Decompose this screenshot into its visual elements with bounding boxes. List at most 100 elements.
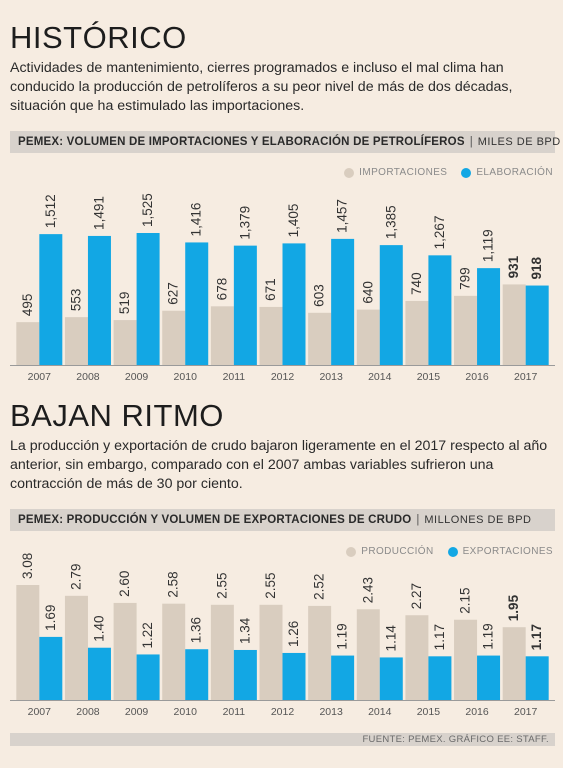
bar-producción-2015	[405, 615, 429, 700]
data-label: 678	[214, 278, 229, 301]
bar-exportaciones-2013	[331, 655, 355, 700]
data-label: 1.34	[237, 617, 252, 644]
data-label: 1,267	[432, 216, 447, 250]
x-tick-label: 2017	[514, 371, 538, 383]
chart-header-unit: MILLONES DE BPD	[424, 514, 532, 526]
x-tick-label: 2011	[223, 371, 246, 383]
data-label: 931	[506, 255, 521, 278]
data-label: 2.79	[68, 564, 83, 590]
data-label: 519	[117, 292, 132, 315]
bar-importaciones-2008	[64, 317, 88, 365]
bar-producción-2017	[502, 627, 526, 700]
x-tick-label: 2012	[271, 706, 295, 718]
data-label: 1,491	[91, 196, 106, 230]
chart-legend-2: PRODUCCIÓN EXPORTACIONES	[346, 546, 553, 557]
bar-exportaciones-2014	[379, 657, 403, 700]
bar-importaciones-2011	[210, 306, 234, 365]
x-tick-label: 2011	[223, 706, 246, 718]
x-tick-label: 2009	[125, 371, 149, 383]
bar-producción-2014	[356, 609, 380, 700]
data-label: 918	[529, 257, 544, 280]
chart-header-separator: |	[469, 136, 473, 148]
data-label: 1.19	[335, 623, 350, 649]
x-tick-label: 2007	[28, 371, 52, 383]
data-label: 2.55	[214, 573, 229, 599]
bar-importaciones-2009	[113, 320, 137, 365]
data-label: 1.40	[91, 615, 106, 641]
bar-elaboración-2017	[525, 285, 549, 365]
data-label: 495	[20, 294, 35, 317]
x-tick-label: 2010	[174, 371, 198, 383]
data-label: 1.17	[529, 624, 544, 650]
data-label: 2.27	[409, 583, 424, 609]
bar-elaboración-2008	[87, 235, 111, 365]
data-label: 3.08	[20, 553, 35, 579]
bar-producción-2011	[210, 604, 234, 700]
bar-exportaciones-2016	[477, 655, 501, 700]
data-label: 1,379	[237, 206, 252, 240]
bar-producción-2009	[113, 602, 137, 700]
data-label: 553	[68, 289, 83, 312]
bar-producción-2007	[16, 585, 40, 700]
bar-elaboración-2013	[331, 238, 355, 365]
bar-importaciones-2014	[356, 309, 380, 365]
data-label: 1.19	[481, 623, 496, 649]
data-label: 1.36	[189, 617, 204, 643]
x-tick-label: 2013	[319, 371, 343, 383]
data-label: 799	[458, 267, 473, 290]
chart-header-separator: |	[416, 514, 420, 526]
bar-producción-2010	[162, 603, 186, 700]
bar-importaciones-2015	[405, 300, 429, 365]
data-label: 603	[312, 284, 327, 307]
x-tick-label: 2008	[76, 706, 100, 718]
data-label: 1,512	[43, 194, 58, 228]
data-label: 2.52	[312, 574, 327, 600]
data-label: 1.26	[286, 621, 301, 647]
chart-header-importaciones: PEMEX: VOLUMEN DE IMPORTACIONES Y ELABOR…	[10, 131, 560, 153]
bar-elaboración-2014	[379, 245, 403, 365]
data-label: 1.17	[432, 624, 447, 650]
bar-producción-2016	[454, 619, 478, 700]
data-label: 1,385	[383, 205, 398, 239]
data-label: 2.15	[458, 587, 473, 613]
data-label: 1,405	[286, 204, 301, 238]
x-tick-label: 2007	[28, 706, 52, 718]
data-label: 1,457	[335, 199, 350, 233]
legend-label: PRODUCCIÓN	[361, 546, 434, 557]
data-label: 640	[360, 281, 375, 304]
data-label: 1,119	[481, 229, 496, 262]
bar-importaciones-2010	[162, 310, 186, 365]
section-description-historico: Actividades de mantenimiento, cierres pr…	[10, 60, 513, 114]
bar-exportaciones-2011	[233, 649, 257, 700]
bar-importaciones-2007	[16, 322, 40, 365]
data-label: 627	[166, 282, 181, 305]
bar-exportaciones-2017	[525, 656, 549, 700]
data-label: 2.43	[360, 577, 375, 603]
data-label: 2.55	[263, 573, 278, 599]
legend-swatch-blue	[461, 167, 472, 178]
x-tick-label: 2016	[465, 706, 489, 718]
chart-header-produccion: PEMEX: PRODUCCIÓN Y VOLUMEN DE EXPORTACI…	[10, 509, 555, 531]
legend-label: ELABORACIÓN	[476, 167, 553, 178]
bar-elaboración-2007	[39, 234, 63, 365]
x-tick-label: 2009	[125, 706, 149, 718]
source-footer: FUENTE: PEMEX. GRÁFICO EE: STAFF.	[10, 733, 555, 746]
x-tick-label: 2015	[417, 706, 441, 718]
bar-exportaciones-2009	[136, 654, 160, 700]
legend-swatch-blue	[447, 546, 458, 557]
x-tick-label: 2017	[514, 706, 538, 718]
bar-importaciones-2016	[454, 295, 478, 365]
x-tick-label: 2010	[174, 706, 198, 718]
bar-elaboración-2011	[233, 245, 257, 365]
data-label: 1,416	[189, 203, 204, 237]
bar-exportaciones-2010	[185, 649, 209, 700]
chart-header-unit: MILES DE BPD	[477, 136, 561, 148]
legend-item-produccion: PRODUCCIÓN	[346, 546, 433, 557]
section-title-historico: HISTÓRICO	[10, 20, 187, 55]
section-description-bajan-ritmo: La producción y exportación de crudo baj…	[10, 438, 548, 492]
data-label: 2.58	[166, 571, 181, 597]
legend-item-importaciones: IMPORTACIONES	[344, 167, 447, 178]
legend-item-exportaciones: EXPORTACIONES	[447, 546, 553, 557]
chart-header-title: PEMEX: PRODUCCIÓN Y VOLUMEN DE EXPORTACI…	[18, 514, 412, 526]
